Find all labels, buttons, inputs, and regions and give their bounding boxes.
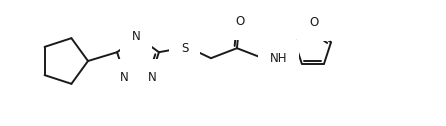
- Text: N: N: [132, 30, 140, 43]
- Text: N: N: [148, 71, 156, 84]
- Text: O: O: [309, 16, 318, 29]
- Text: S: S: [181, 42, 189, 55]
- Text: O: O: [235, 15, 244, 28]
- Text: NH: NH: [270, 52, 287, 65]
- Text: N: N: [120, 71, 128, 84]
